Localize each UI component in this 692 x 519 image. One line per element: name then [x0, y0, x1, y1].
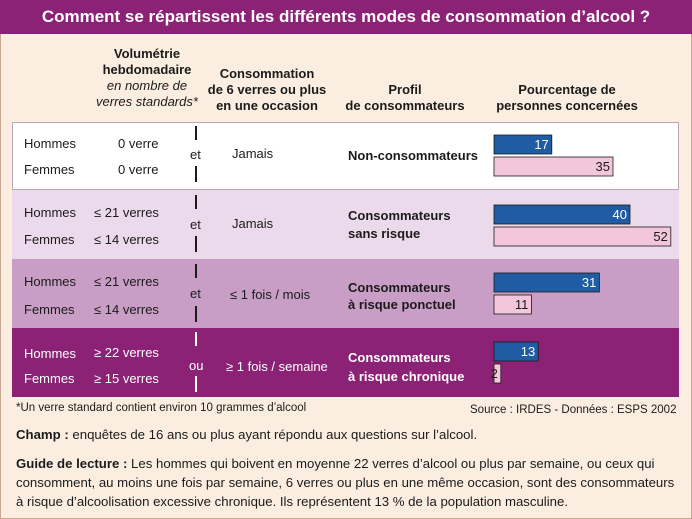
header-volume: Volumétrie hebdomadaire en nombre de ver… [88, 46, 206, 110]
band-risque-ponctuel [12, 259, 679, 328]
six-value: ≤ 1 fois / mois [230, 287, 311, 302]
profil-label-line2: à risque ponctuel [348, 297, 456, 312]
profil-label-line1: Consommateurs [348, 208, 451, 223]
femmes-label: Femmes [24, 302, 75, 317]
source: Source : IRDES - Données : ESPS 2002 [470, 404, 677, 416]
connector-line-bottom [195, 306, 197, 322]
hommes-volume: ≤ 21 verres [94, 274, 159, 289]
header-volume-sub1: en nombre de [106, 78, 188, 93]
hommes-label: Hommes [24, 205, 77, 220]
hommes-volume: 0 verre [118, 136, 159, 151]
femmes-value-label: 35 [596, 159, 610, 174]
footnote: *Un verre standard contient environ 10 g… [16, 402, 307, 414]
profil-label-line2: sans risque [348, 226, 421, 241]
header-volume-line2: hebdomadaire [102, 62, 192, 77]
profil-label-line1: Consommateurs [348, 350, 451, 365]
header-six-line2: de 6 verres ou plus [207, 82, 327, 97]
header-profil-line1: Profil [388, 82, 422, 97]
connector-line-bottom [195, 236, 197, 252]
femmes-volume: 0 verre [118, 162, 159, 177]
hommes-label: Hommes [24, 136, 77, 151]
femmes-value-label: 52 [653, 229, 667, 244]
femmes-volume: ≥ 15 verres [94, 371, 159, 386]
band-sans-risque [12, 190, 679, 259]
guide-text: Les hommes qui boivent en moyenne 22 ver… [16, 456, 675, 509]
header-six: Consommation de 6 verres ou plus en une … [198, 66, 336, 114]
hommes-value-label: 17 [534, 137, 548, 152]
hommes-label: Hommes [24, 346, 77, 361]
champ-label: Champ : [16, 427, 69, 442]
chart-title: Comment se répartissent les différents m… [41, 7, 651, 26]
femmes-bar [493, 156, 614, 177]
femmes-volume: ≤ 14 verres [94, 232, 159, 247]
hommes-value-label: 31 [582, 275, 596, 290]
femmes-label: Femmes [24, 371, 75, 386]
header-volume-sub2: verres standards* [96, 94, 198, 109]
hommes-label: Hommes [24, 274, 77, 289]
six-value: Jamais [232, 146, 274, 161]
header-profil-line2: de consommateurs [345, 98, 465, 113]
guide-paragraph: Guide de lecture : Les hommes qui boiven… [16, 454, 680, 511]
connector-line-top [195, 126, 197, 140]
femmes-bar [493, 363, 502, 384]
profil-label: Non-consommateurs [348, 148, 479, 163]
connector-line-bottom [195, 376, 197, 392]
hommes-value-label: 13 [521, 344, 535, 359]
hommes-bar [493, 341, 539, 362]
femmes-value-label: 2 [491, 366, 498, 381]
hommes-bar [493, 134, 553, 155]
connector: et [190, 217, 201, 232]
femmes-volume: ≤ 14 verres [94, 302, 159, 317]
champ-paragraph: Champ : enquêtes de 16 ans ou plus ayant… [16, 425, 680, 444]
header-profil: Profil de consommateurs [340, 82, 470, 114]
guide-label: Guide de lecture : [16, 456, 128, 471]
hommes-bar [493, 272, 600, 293]
femmes-value-label: 11 [515, 297, 529, 312]
connector: et [190, 147, 201, 162]
hommes-volume: ≤ 21 verres [94, 205, 159, 220]
band-risque-chronique [12, 328, 679, 397]
title-bar: Comment se répartissent les différents m… [0, 0, 692, 34]
connector-line-top [195, 264, 197, 278]
band-non-consommateurs [12, 122, 679, 190]
header-volume-line1: Volumétrie [113, 46, 181, 61]
femmes-bar [493, 226, 672, 247]
header-six-line3: en une occasion [216, 98, 318, 113]
connector: ou [189, 358, 204, 373]
hommes-bar [493, 204, 631, 225]
femmes-label: Femmes [24, 162, 75, 177]
six-value: ≥ 1 fois / semaine [226, 359, 328, 374]
femmes-bar [493, 294, 532, 315]
header-six-line1: Consommation [219, 66, 315, 81]
femmes-label: Femmes [24, 232, 75, 247]
connector: et [190, 286, 201, 301]
connector-line-top [195, 195, 197, 209]
champ-text: enquêtes de 16 ans ou plus ayant répondu… [68, 427, 478, 442]
header-pct: Pourcentage de personnes concernées [492, 82, 642, 114]
header-pct-line2: personnes concernées [496, 98, 638, 113]
hommes-value-label: 40 [613, 207, 627, 222]
profil-label-line2: à risque chronique [348, 369, 465, 384]
connector-line-top [195, 332, 197, 346]
header-pct-line1: Pourcentage de [518, 82, 616, 97]
six-value: Jamais [232, 216, 274, 231]
hommes-volume: ≥ 22 verres [94, 345, 159, 360]
connector-line-bottom [195, 166, 197, 182]
profil-label-line1: Consommateurs [348, 280, 451, 295]
